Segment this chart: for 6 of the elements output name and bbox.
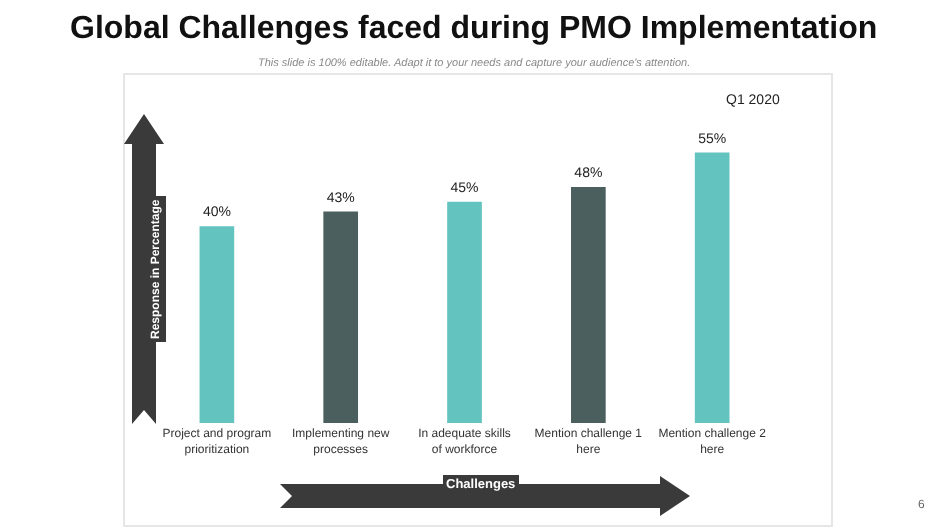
bar: [694, 152, 730, 423]
bar: [447, 201, 482, 423]
bar: [199, 226, 235, 423]
bar: [571, 186, 606, 423]
chart-title: Global Challenges faced during PMO Implementation: [70, 12, 878, 46]
bar: [323, 211, 359, 423]
